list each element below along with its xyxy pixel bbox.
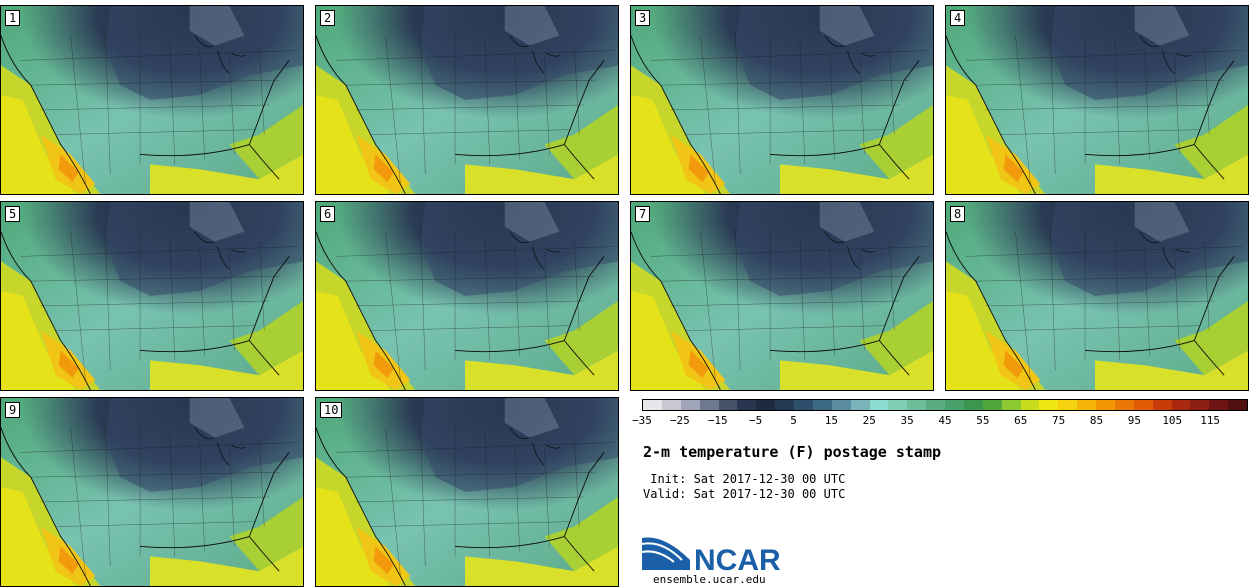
colorbar-segment (718, 400, 738, 410)
member-panel-1: 1 (0, 5, 304, 195)
member-panel-10: 10 (315, 397, 619, 587)
colorbar-segment (680, 400, 700, 410)
colorbar-tick-label: −15 (707, 414, 728, 427)
colorbar-tick-label: 75 (1052, 414, 1066, 427)
member-number-label: 8 (950, 206, 966, 222)
colorbar-segment (1077, 400, 1096, 410)
member-panel-6: 6 (315, 201, 619, 391)
member-number-label: 5 (5, 206, 21, 222)
colorbar-segment (1114, 400, 1134, 410)
member-number-label: 7 (635, 206, 651, 222)
member-panel-4: 4 (945, 5, 1249, 195)
colorbar-segment (699, 400, 719, 410)
colorbar-segment (1096, 400, 1115, 410)
colorbar-tick-label: 115 (1200, 414, 1221, 427)
init-time: Init: Sat 2017-12-30 00 UTC (643, 472, 846, 486)
colorbar-segment (1190, 400, 1210, 410)
colorbar-tick-label: 5 (790, 414, 797, 427)
ncar-logo-text: NCAR (694, 544, 781, 576)
member-panel-9: 9 (0, 397, 304, 587)
member-panel-8: 8 (945, 201, 1249, 391)
colorbar-segment (1152, 400, 1172, 410)
colorbar-segment (982, 400, 1002, 410)
member-number-label: 9 (5, 402, 21, 418)
ensemble-url[interactable]: ensemble.ucar.edu (653, 573, 766, 586)
colorbar-segment (926, 400, 945, 410)
valid-time: Valid: Sat 2017-12-30 00 UTC (643, 487, 846, 501)
ncar-logo: NCAR (641, 530, 792, 577)
temperature-colorbar (642, 399, 1248, 411)
colorbar-tick-label: −5 (749, 414, 763, 427)
colorbar-segment (1039, 400, 1059, 410)
colorbar-segment (907, 400, 927, 410)
colorbar-segment (1058, 400, 1078, 410)
colorbar-segment (831, 400, 851, 410)
colorbar-segment (888, 400, 908, 410)
colorbar-segment (1020, 400, 1040, 410)
colorbar-segment (794, 400, 813, 410)
colorbar-segment (1228, 400, 1247, 410)
colorbar-segment (963, 400, 983, 410)
member-number-label: 3 (635, 10, 651, 26)
colorbar-tick-label: 105 (1162, 414, 1183, 427)
member-number-label: 2 (320, 10, 336, 26)
colorbar-segment (775, 400, 794, 410)
member-number-label: 6 (320, 206, 336, 222)
colorbar-tick-label: 95 (1127, 414, 1141, 427)
colorbar-tick-label: 35 (900, 414, 914, 427)
colorbar-segment (756, 400, 776, 410)
colorbar-tick-label: 65 (1014, 414, 1028, 427)
colorbar-tick-label: −25 (669, 414, 690, 427)
member-number-label: 10 (320, 402, 343, 418)
member-panel-3: 3 (630, 5, 934, 195)
member-panel-7: 7 (630, 201, 934, 391)
colorbar-segment (1133, 400, 1153, 410)
colorbar-tick-label: 45 (938, 414, 952, 427)
colorbar-segment (850, 400, 870, 410)
colorbar-segment (1001, 400, 1021, 410)
colorbar-segment (661, 400, 681, 410)
colorbar-segment (945, 400, 964, 410)
map-title: 2-m temperature (F) postage stamp (643, 443, 942, 461)
colorbar-tick-label: 55 (976, 414, 990, 427)
colorbar-segment (869, 400, 889, 410)
colorbar-segment (812, 400, 832, 410)
colorbar-tick-label: −35 (632, 414, 652, 427)
member-panel-5: 5 (0, 201, 304, 391)
colorbar-tick-labels: −35 −25 −15 −5 5 15 25 35 45 55 65 75 85 95 105 115 (632, 414, 1248, 428)
colorbar-segment (643, 400, 662, 410)
colorbar-segment (1209, 400, 1229, 410)
member-number-label: 4 (950, 10, 966, 26)
colorbar-tick-label: 25 (862, 414, 876, 427)
colorbar-tick-label: 85 (1089, 414, 1104, 427)
colorbar-tick-label: 15 (824, 414, 838, 427)
colorbar-segment (737, 400, 757, 410)
colorbar-segment (1171, 400, 1191, 410)
member-number-label: 1 (5, 10, 21, 26)
member-panel-2: 2 (315, 5, 619, 195)
